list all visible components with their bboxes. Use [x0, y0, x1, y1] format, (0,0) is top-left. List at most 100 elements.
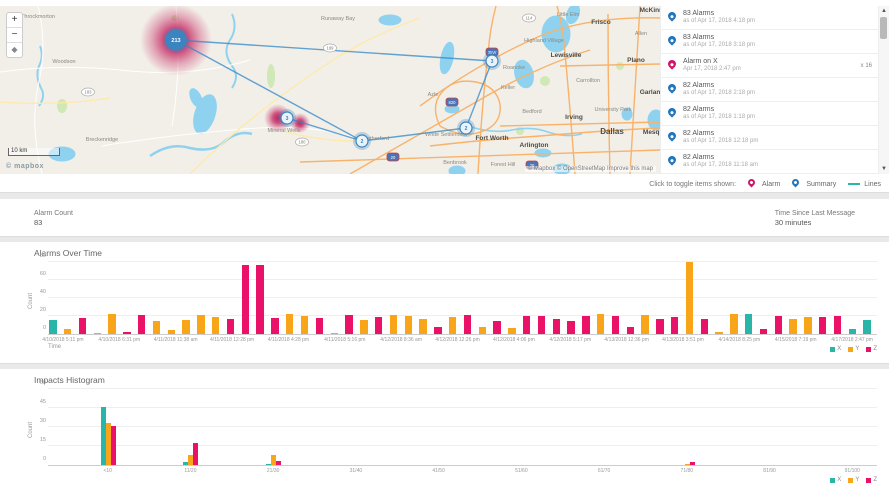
city-label: Little Elm — [557, 12, 580, 18]
bar-series-x — [100, 406, 106, 465]
alarms-over-time-card: Alarms Over Time Count 0 20 40 60 80 4/10/20… — [0, 242, 889, 364]
bar-series-z — [256, 264, 264, 334]
alarm-item-timestamp: as of Apr 17, 2018 1:18 pm — [683, 114, 756, 120]
map-labels-layer: Throckmorton Woodson Breckenridge Runaway B… — [21, 7, 660, 168]
bar-series-y — [152, 320, 161, 334]
scroll-up-icon[interactable]: ▲ — [881, 8, 887, 14]
summary-pin-icon — [666, 82, 678, 94]
bar-series-y — [730, 314, 738, 334]
alarm-count-label: Alarm Count — [34, 209, 73, 217]
alarms-chart-title: Alarms Over Time — [34, 248, 103, 258]
bar-series-z — [759, 328, 768, 334]
summary-marker[interactable] — [485, 54, 499, 68]
scroll-down-icon[interactable]: ▼ — [881, 166, 887, 172]
map-section: Throckmorton Woodson Breckenridge Runaway B… — [0, 0, 889, 193]
time-since-kpi: Time Since Last Message 30 minutes — [775, 209, 855, 227]
gridline — [48, 261, 877, 262]
x-tick-label: 4/17/2018 2:47 pm — [831, 337, 873, 343]
alarm-item-title: 83 Alarms — [683, 10, 715, 17]
city-label: Arlington — [520, 142, 549, 149]
bar-series-z — [552, 318, 560, 334]
bar-series-y — [197, 315, 205, 334]
legend-swatch — [866, 477, 872, 483]
toggle-alarm[interactable]: Alarm — [746, 177, 781, 189]
bar-series-y — [419, 318, 427, 334]
y-tick-label: 15 — [39, 437, 46, 443]
toggle-lines[interactable]: Lines — [848, 181, 881, 188]
marker-count: 2 — [465, 126, 468, 132]
bar-series-z — [193, 443, 199, 465]
zoom-in-button[interactable]: + — [7, 13, 22, 28]
histogram-title: Impacts Histogram — [34, 375, 105, 385]
city-label: Forest Hill — [491, 162, 516, 168]
city-label: White Settlement — [425, 132, 467, 138]
alarm-list-item[interactable]: 82 Alarms as of Apr 17, 2018 2:18 pm — [661, 78, 878, 102]
connection-line[interactable] — [175, 39, 363, 142]
toggle-summary[interactable]: Summary — [790, 177, 836, 189]
scrollbar-thumb[interactable] — [880, 17, 887, 39]
bar-series-z — [78, 317, 87, 334]
route-shield — [522, 13, 536, 23]
sidebar-scrollbar[interactable]: ▲ ▼ — [878, 6, 889, 174]
legend-item-y[interactable]: Y — [848, 346, 859, 352]
alarm-list-item[interactable]: 82 Alarms as of Apr 17, 2018 11:18 am — [661, 150, 878, 174]
map-markers-layer[interactable]: 213 3 2 3 2 — [163, 27, 501, 150]
bar-series-z — [833, 316, 842, 334]
x-tick-label: 21/30 — [266, 468, 280, 474]
toggle-legend: Click to toggle items shown: Alarm Summa… — [649, 177, 881, 189]
bar-series-y — [715, 332, 723, 334]
alarm-list-item[interactable]: 82 Alarms as of Apr 17, 2018 1:18 pm — [661, 102, 878, 126]
summary-marker[interactable] — [459, 121, 473, 135]
connection-line[interactable] — [361, 127, 467, 142]
map-canvas[interactable]: Throckmorton Woodson Breckenridge Runaway B… — [0, 6, 660, 174]
summary-pin-icon — [666, 10, 678, 22]
interstate-shield-number: 820 — [449, 100, 457, 105]
x-tick-label: 4/11/2018 4:28 pm — [267, 337, 310, 343]
city-label: University Park — [595, 107, 632, 113]
legend-item-y[interactable]: Y — [848, 477, 859, 483]
bar-series-z — [138, 315, 146, 334]
bar-series-x — [266, 463, 272, 465]
summary-marker[interactable] — [280, 111, 294, 125]
connection-line[interactable] — [465, 60, 493, 129]
bar-series-y — [685, 262, 694, 334]
y-tick-label: 0 — [42, 325, 46, 331]
bar-series-y — [271, 454, 277, 465]
map-scale: 10 km — [8, 148, 60, 156]
bar-series-y — [188, 454, 194, 465]
bar-series-x — [745, 314, 753, 334]
cluster-marker[interactable] — [165, 29, 187, 51]
y-tick-label: 60 — [39, 380, 46, 386]
bar-series-y — [404, 316, 412, 334]
map-attribution[interactable]: © Mapbox © OpenStreetMap Improve this ma… — [524, 166, 656, 172]
zoom-out-button[interactable]: − — [7, 28, 22, 43]
toggle-alarm-label: Alarm — [762, 180, 781, 188]
bar-series-y — [508, 327, 516, 334]
x-tick-label: 4/11/2018 12:28 pm — [209, 337, 255, 343]
legend-item-x[interactable]: X — [830, 346, 841, 352]
city-label: Highland Village — [524, 38, 564, 44]
summary-marker[interactable] — [355, 134, 369, 148]
connection-line[interactable] — [286, 117, 363, 142]
x-tick-label: 61/70 — [597, 468, 611, 474]
legend-item-x[interactable]: X — [830, 477, 841, 483]
alarm-list-item[interactable]: 83 Alarms as of Apr 17, 2018 4:18 pm — [661, 6, 878, 30]
alarm-item-timestamp: Apr 17, 2018 2:47 pm — [683, 66, 741, 72]
compass-icon[interactable]: ◆ — [11, 45, 18, 54]
alarm-list-item[interactable]: Alarm on X Apr 17, 2018 2:47 pm x 16 — [661, 54, 878, 78]
bar-series-y — [804, 316, 812, 334]
toggle-legend-prompt: Click to toggle items shown: — [649, 180, 737, 188]
bar-series-z — [611, 316, 620, 334]
alarm-item-timestamp: as of Apr 17, 2018 12:18 pm — [683, 138, 759, 144]
legend-item-z[interactable]: Z — [866, 477, 877, 483]
alarm-list-item[interactable]: 83 Alarms as of Apr 17, 2018 3:18 pm — [661, 30, 878, 54]
legend-item-z[interactable]: Z — [866, 346, 877, 352]
bar-series-y — [212, 316, 220, 334]
alarm-count-value: 83 — [34, 217, 43, 227]
summary-pin-icon — [666, 106, 678, 118]
alarm-list-item[interactable]: 82 Alarms as of Apr 17, 2018 12:18 pm — [661, 126, 878, 150]
histogram-xticks: <10 11/20 21/30 31/40 41/50 51/60 61/70 71/80 81… — [48, 466, 877, 475]
kpi-band: Alarm Count 83 Time Since Last Message 3… — [0, 199, 889, 237]
x-tick-label: 91/100 — [844, 468, 860, 474]
gridline — [48, 407, 877, 408]
